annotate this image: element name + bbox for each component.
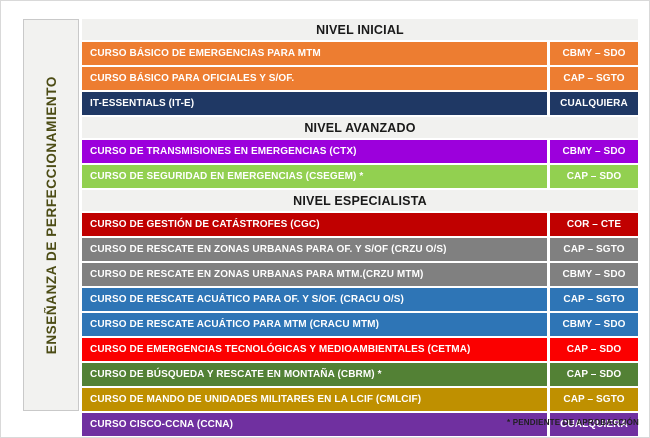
rank-range-cell: CAP – SGTO [550, 388, 638, 411]
table-row: CURSO DE RESCATE EN ZONAS URBANAS PARA M… [82, 263, 638, 286]
rank-range-cell: CAP – SGTO [550, 288, 638, 311]
sidebar-title: ENSEÑANZA DE PERFECCIONAMIENTO [43, 75, 59, 355]
table-row: CURSO BÁSICO DE EMERGENCIAS PARA MTM CBMY… [82, 42, 638, 65]
table-row: IT-ESSENTIALS (IT-E) CUALQUIERA [82, 92, 638, 115]
table-row: CURSO DE RESCATE EN ZONAS URBANAS PARA O… [82, 238, 638, 261]
table-row: CURSO DE RESCATE ACUÁTICO PARA MTM (CRAC… [82, 313, 638, 336]
table-row: CURSO DE TRANSMISIONES EN EMERGENCIAS (C… [82, 140, 638, 163]
table-row: CURSO CISCO-CCNA (CCNA) CUALQUIERA [82, 413, 638, 436]
course-name-cell: CURSO DE TRANSMISIONES EN EMERGENCIAS (C… [82, 140, 547, 163]
table-row: CURSO DE RESCATE ACUÁTICO PARA OF. Y S/O… [82, 288, 638, 311]
sidebar: ENSEÑANZA DE PERFECCIONAMIENTO [23, 19, 79, 411]
rank-range-cell: CBMY – SDO [550, 263, 638, 286]
course-name-cell: CURSO CISCO-CCNA (CCNA) [82, 413, 547, 436]
section-header: NIVEL AVANZADO [82, 117, 638, 138]
rank-range-cell: CUALQUIERA [550, 413, 638, 436]
course-name-cell: CURSO BÁSICO PARA OFICIALES Y S/OF. [82, 67, 547, 90]
course-name-cell: CURSO DE RESCATE ACUÁTICO PARA MTM (CRAC… [82, 313, 547, 336]
rank-range-cell: CAP – SDO [550, 338, 638, 361]
course-name-cell: CURSO DE MANDO DE UNIDADES MILITARES EN … [82, 388, 547, 411]
course-table: NIVEL INICIAL CURSO BÁSICO DE EMERGENCIAS… [82, 19, 638, 437]
table-row: CURSO DE BÚSQUEDA Y RESCATE EN MONTAÑA (… [82, 363, 638, 386]
rank-range-cell: CAP – SDO [550, 165, 638, 188]
rank-range-cell: CBMY – SDO [550, 313, 638, 336]
table-row: CURSO DE EMERGENCIAS TECNOLÓGICAS Y MEDI… [82, 338, 638, 361]
rank-range-cell: CBMY – SDO [550, 42, 638, 65]
course-name-cell: CURSO DE SEGURIDAD EN EMERGENCIAS (CSEGE… [82, 165, 547, 188]
rank-range-cell: CAP – SDO [550, 363, 638, 386]
course-name-cell: IT-ESSENTIALS (IT-E) [82, 92, 547, 115]
course-name-cell: CURSO BÁSICO DE EMERGENCIAS PARA MTM [82, 42, 547, 65]
course-name-cell: CURSO DE RESCATE EN ZONAS URBANAS PARA O… [82, 238, 547, 261]
table-row: CURSO DE SEGURIDAD EN EMERGENCIAS (CSEGE… [82, 165, 638, 188]
rank-range-cell: CAP – SGTO [550, 67, 638, 90]
section-header: NIVEL ESPECIALISTA [82, 190, 638, 211]
footnote: * PENDIENTE DE APROBACCIÓN [506, 418, 639, 427]
rank-range-cell: CUALQUIERA [550, 92, 638, 115]
rank-range-cell: CBMY – SDO [550, 140, 638, 163]
course-name-cell: CURSO DE RESCATE ACUÁTICO PARA OF. Y S/O… [82, 288, 547, 311]
rank-range-cell: CAP – SGTO [550, 238, 638, 261]
course-name-cell: CURSO DE RESCATE EN ZONAS URBANAS PARA M… [82, 263, 547, 286]
course-name-cell: CURSO DE EMERGENCIAS TECNOLÓGICAS Y MEDI… [82, 338, 547, 361]
course-name-cell: CURSO DE BÚSQUEDA Y RESCATE EN MONTAÑA (… [82, 363, 547, 386]
course-name-cell: CURSO DE GESTIÓN DE CATÁSTROFES (CGC) [82, 213, 547, 236]
table-row: CURSO DE GESTIÓN DE CATÁSTROFES (CGC) COR… [82, 213, 638, 236]
table-row: CURSO BÁSICO PARA OFICIALES Y S/OF. CAP –… [82, 67, 638, 90]
section-header: NIVEL INICIAL [82, 19, 638, 40]
rank-range-cell: COR – CTE [550, 213, 638, 236]
table-row: CURSO DE MANDO DE UNIDADES MILITARES EN … [82, 388, 638, 411]
